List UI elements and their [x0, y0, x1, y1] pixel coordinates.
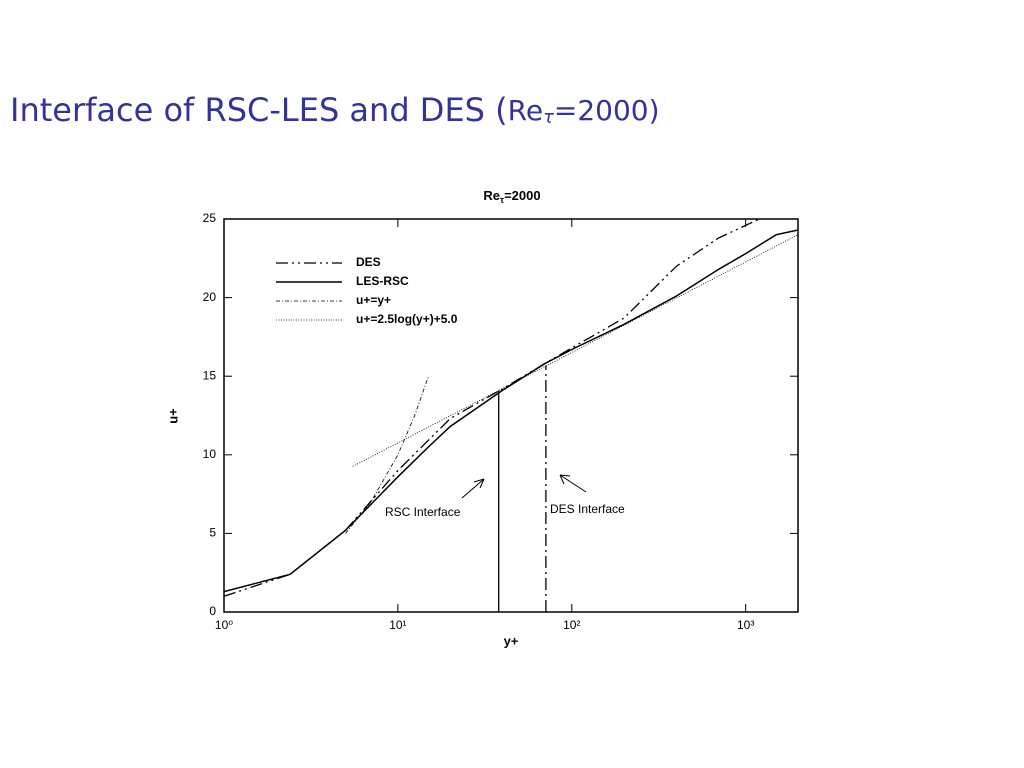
y-tick-label: 0	[209, 604, 216, 618]
plot-frame	[223, 218, 799, 613]
x-tick-label: 10¹	[389, 618, 406, 632]
data-line	[352, 234, 799, 467]
y-axis-label: u+	[165, 408, 180, 424]
legend-label: u+=2.5log(y+)+5.0	[356, 312, 458, 326]
chart-title: Reτ=2000	[483, 188, 540, 205]
legend-label: LES-RSC	[356, 274, 409, 288]
x-tick-label: 10²	[563, 618, 580, 632]
x-tick-label: 10⁰	[215, 618, 233, 632]
chart-title-text: =2000	[504, 188, 541, 203]
slide-title: Interface of RSC-LES and DES (Reτ=2000)	[10, 91, 660, 129]
legend-label: DES	[356, 255, 381, 269]
y-tick-label: 15	[203, 368, 217, 382]
x-tick-label: 10³	[737, 618, 754, 632]
data-line	[223, 229, 799, 593]
y-tick-label: 10	[203, 447, 217, 461]
y-tick-label: 25	[203, 211, 217, 225]
title-subscript: τ	[543, 107, 554, 128]
chart-title-subscript: τ	[500, 195, 504, 205]
annotation-arrowhead	[559, 474, 571, 485]
annotation-arrowhead	[473, 478, 485, 489]
title-text: Interface of RSC-LES and DES (	[10, 91, 508, 129]
title-text: Re	[508, 94, 543, 127]
y-tick-label: 20	[203, 290, 217, 304]
annotation-arrow	[461, 478, 485, 499]
title-text: =2000)	[554, 94, 660, 127]
annotation: DES Interface	[550, 502, 625, 516]
legend-label: u+=y+	[356, 293, 391, 307]
annotation-arrow	[559, 474, 587, 493]
x-axis-label: y+	[504, 633, 519, 648]
chart-title-text: Re	[483, 188, 500, 203]
data-line	[223, 218, 760, 597]
y-tick-label: 5	[209, 526, 216, 540]
annotation: RSC Interface	[385, 505, 461, 519]
